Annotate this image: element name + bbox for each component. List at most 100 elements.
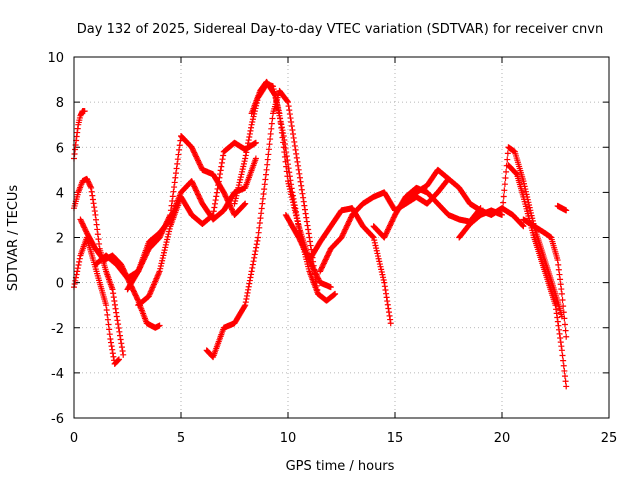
data-point <box>76 255 83 262</box>
data-point <box>134 269 141 276</box>
data-point <box>373 245 380 252</box>
data-point <box>296 170 303 177</box>
data-point <box>307 238 314 245</box>
data-point <box>109 286 116 293</box>
data-point <box>267 130 274 137</box>
data-point <box>291 138 298 145</box>
data-point <box>340 230 347 237</box>
data-point <box>75 262 82 269</box>
data-point <box>175 151 182 158</box>
data-point <box>519 222 526 229</box>
data-point <box>285 165 292 172</box>
data-point <box>228 206 235 213</box>
data-point <box>347 214 354 221</box>
data-point <box>386 222 393 229</box>
data-point <box>302 249 309 256</box>
data-point <box>114 317 121 324</box>
data-point <box>189 180 196 187</box>
data-point <box>162 244 169 251</box>
data-point <box>499 211 505 218</box>
data-point <box>563 333 570 340</box>
data-point <box>300 243 307 250</box>
y-tick-label: 6 <box>56 141 64 156</box>
data-point <box>115 356 122 363</box>
data-point <box>315 275 322 282</box>
data-point <box>253 241 260 248</box>
data-point <box>210 208 217 215</box>
data-point <box>89 192 96 199</box>
data-point <box>503 168 510 175</box>
data-point <box>294 215 301 222</box>
data-point <box>308 262 315 269</box>
data-point <box>374 250 381 257</box>
data-point <box>383 230 390 237</box>
data-point <box>298 182 305 189</box>
data-point <box>369 233 376 240</box>
data-point <box>303 250 310 257</box>
data-point <box>237 174 244 181</box>
data-point <box>288 123 295 130</box>
data-point <box>218 163 225 170</box>
data-point <box>371 237 378 244</box>
data-point <box>111 297 118 304</box>
data-point <box>213 189 220 196</box>
data-point <box>258 210 265 217</box>
data-point <box>500 193 507 200</box>
data-point <box>104 311 111 318</box>
data-point <box>311 267 318 274</box>
data-point <box>194 190 201 197</box>
data-point <box>290 195 297 202</box>
data-point <box>94 231 101 238</box>
data-point <box>301 247 308 254</box>
data-point <box>110 353 117 360</box>
data-point <box>319 263 326 270</box>
data-point <box>219 156 226 163</box>
data-point <box>313 272 320 279</box>
grid-layer <box>74 57 609 418</box>
data-point <box>198 198 205 205</box>
data-point <box>104 316 111 323</box>
data-point <box>174 156 181 163</box>
data-point <box>109 350 116 357</box>
data-point <box>296 174 303 181</box>
data-point <box>197 196 204 203</box>
data-point <box>157 265 164 272</box>
data-point <box>281 141 288 148</box>
data-point <box>289 192 296 199</box>
data-point <box>253 244 260 251</box>
x-tick-label: 20 <box>494 431 511 446</box>
data-point <box>103 302 110 309</box>
data-point <box>288 119 295 126</box>
data-point <box>291 199 298 206</box>
data-point <box>293 150 300 157</box>
data-point <box>314 274 321 281</box>
data-point <box>232 198 239 205</box>
data-point <box>390 214 397 221</box>
data-point <box>250 113 257 120</box>
data-point <box>341 227 348 234</box>
data-point <box>287 177 294 184</box>
data-point <box>234 190 241 197</box>
data-point <box>555 261 562 268</box>
data-point <box>118 340 125 347</box>
x-tick-label: 25 <box>601 431 618 446</box>
data-point <box>297 178 304 185</box>
data-point <box>189 179 196 186</box>
data-point <box>159 257 166 264</box>
data-point <box>296 224 303 231</box>
data-point <box>559 297 566 304</box>
data-point <box>324 252 331 259</box>
data-point <box>563 207 570 214</box>
data-point <box>112 305 119 312</box>
data-point <box>526 201 533 208</box>
data-point <box>273 98 280 105</box>
data-point <box>87 183 94 190</box>
data-point <box>559 352 566 359</box>
data-point <box>557 281 564 288</box>
data-point <box>375 253 382 260</box>
data-point <box>196 195 203 202</box>
data-point <box>197 162 204 169</box>
data-point <box>193 154 200 161</box>
data-point <box>301 246 308 253</box>
data-point <box>229 207 236 214</box>
